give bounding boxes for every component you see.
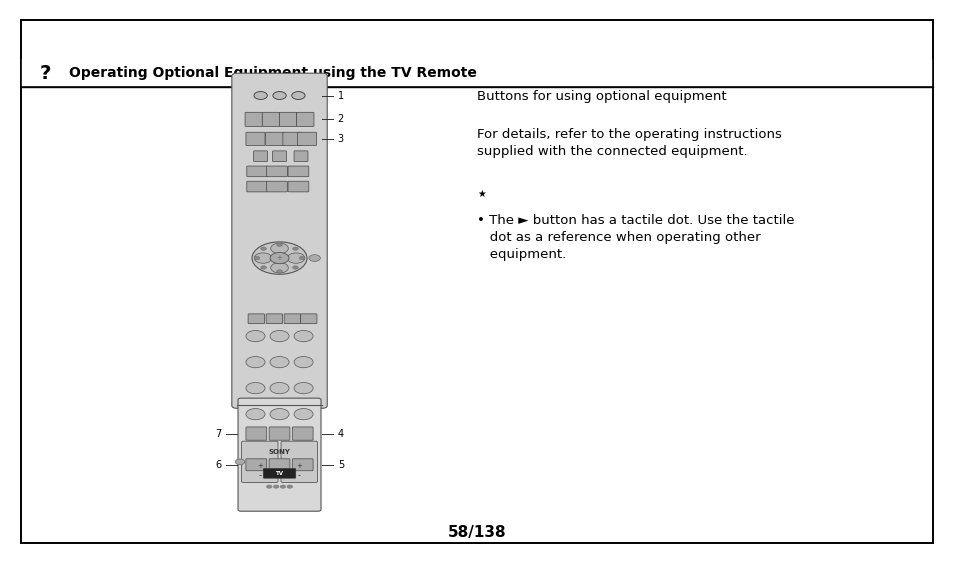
Circle shape xyxy=(280,485,286,488)
Circle shape xyxy=(260,247,266,251)
Circle shape xyxy=(294,382,313,394)
Circle shape xyxy=(273,92,286,100)
FancyBboxPatch shape xyxy=(263,468,295,478)
FancyBboxPatch shape xyxy=(246,427,267,440)
FancyBboxPatch shape xyxy=(294,151,308,162)
FancyBboxPatch shape xyxy=(266,181,287,192)
Circle shape xyxy=(293,247,298,251)
Circle shape xyxy=(253,92,267,100)
FancyBboxPatch shape xyxy=(282,132,302,145)
Circle shape xyxy=(273,485,278,488)
Circle shape xyxy=(260,266,266,269)
Circle shape xyxy=(271,262,288,273)
Circle shape xyxy=(270,356,289,368)
Circle shape xyxy=(266,485,272,488)
FancyBboxPatch shape xyxy=(281,441,317,482)
Text: Buttons for using optional equipment: Buttons for using optional equipment xyxy=(476,90,726,103)
FancyBboxPatch shape xyxy=(247,166,267,177)
Circle shape xyxy=(294,409,313,420)
Text: • The ► button has a tactile dot. Use the tactile
   dot as a reference when ope: • The ► button has a tactile dot. Use th… xyxy=(476,214,794,261)
Text: 1: 1 xyxy=(337,91,343,101)
Text: 58/138: 58/138 xyxy=(447,525,506,539)
Circle shape xyxy=(246,356,265,368)
Text: 2: 2 xyxy=(337,114,344,124)
FancyBboxPatch shape xyxy=(21,20,932,543)
Text: For details, refer to the operating instructions
supplied with the connected equ: For details, refer to the operating inst… xyxy=(476,128,781,158)
Circle shape xyxy=(253,256,259,260)
FancyBboxPatch shape xyxy=(266,314,282,324)
Circle shape xyxy=(235,459,245,464)
Text: Operating Optional Equipment using the TV Remote: Operating Optional Equipment using the T… xyxy=(69,66,476,80)
FancyBboxPatch shape xyxy=(266,166,287,177)
Circle shape xyxy=(270,330,289,342)
Circle shape xyxy=(299,256,305,260)
Circle shape xyxy=(276,270,282,273)
FancyBboxPatch shape xyxy=(288,166,309,177)
FancyBboxPatch shape xyxy=(279,112,296,127)
FancyBboxPatch shape xyxy=(292,459,313,471)
Circle shape xyxy=(294,356,313,368)
Text: +: + xyxy=(276,255,282,261)
Text: TV: TV xyxy=(275,471,283,476)
Circle shape xyxy=(246,409,265,420)
FancyBboxPatch shape xyxy=(21,59,932,87)
FancyBboxPatch shape xyxy=(246,132,265,145)
FancyBboxPatch shape xyxy=(253,151,267,162)
FancyBboxPatch shape xyxy=(241,441,277,482)
Text: +: + xyxy=(256,463,262,469)
Circle shape xyxy=(270,252,289,263)
Circle shape xyxy=(287,485,293,488)
Text: SONY: SONY xyxy=(269,449,290,455)
Circle shape xyxy=(252,242,307,274)
Text: 7: 7 xyxy=(214,428,221,439)
FancyBboxPatch shape xyxy=(246,459,267,471)
FancyBboxPatch shape xyxy=(265,132,285,145)
FancyBboxPatch shape xyxy=(273,151,286,162)
Circle shape xyxy=(246,330,265,342)
FancyBboxPatch shape xyxy=(284,314,300,324)
Circle shape xyxy=(309,254,320,261)
Text: 4: 4 xyxy=(337,428,343,439)
Circle shape xyxy=(293,266,298,269)
FancyBboxPatch shape xyxy=(247,181,267,192)
FancyBboxPatch shape xyxy=(288,181,309,192)
Text: ★: ★ xyxy=(476,189,485,199)
FancyBboxPatch shape xyxy=(269,459,290,471)
Circle shape xyxy=(287,253,304,263)
FancyBboxPatch shape xyxy=(232,73,327,408)
Circle shape xyxy=(271,243,288,253)
Circle shape xyxy=(254,253,272,263)
Circle shape xyxy=(294,330,313,342)
Text: 3: 3 xyxy=(337,134,343,144)
Text: -: - xyxy=(297,471,300,480)
FancyBboxPatch shape xyxy=(245,112,262,127)
Circle shape xyxy=(270,409,289,420)
FancyBboxPatch shape xyxy=(297,132,316,145)
Circle shape xyxy=(292,92,305,100)
Circle shape xyxy=(246,382,265,394)
FancyBboxPatch shape xyxy=(300,314,316,324)
FancyBboxPatch shape xyxy=(296,112,314,127)
Text: +: + xyxy=(296,463,302,469)
FancyBboxPatch shape xyxy=(262,112,279,127)
Text: -: - xyxy=(258,471,261,480)
Text: 6: 6 xyxy=(215,460,221,470)
FancyBboxPatch shape xyxy=(292,427,313,440)
Text: ?: ? xyxy=(40,64,51,83)
FancyBboxPatch shape xyxy=(269,427,290,440)
Text: 5: 5 xyxy=(337,460,344,470)
Circle shape xyxy=(270,382,289,394)
FancyBboxPatch shape xyxy=(237,398,320,511)
FancyBboxPatch shape xyxy=(248,314,264,324)
Circle shape xyxy=(276,243,282,247)
